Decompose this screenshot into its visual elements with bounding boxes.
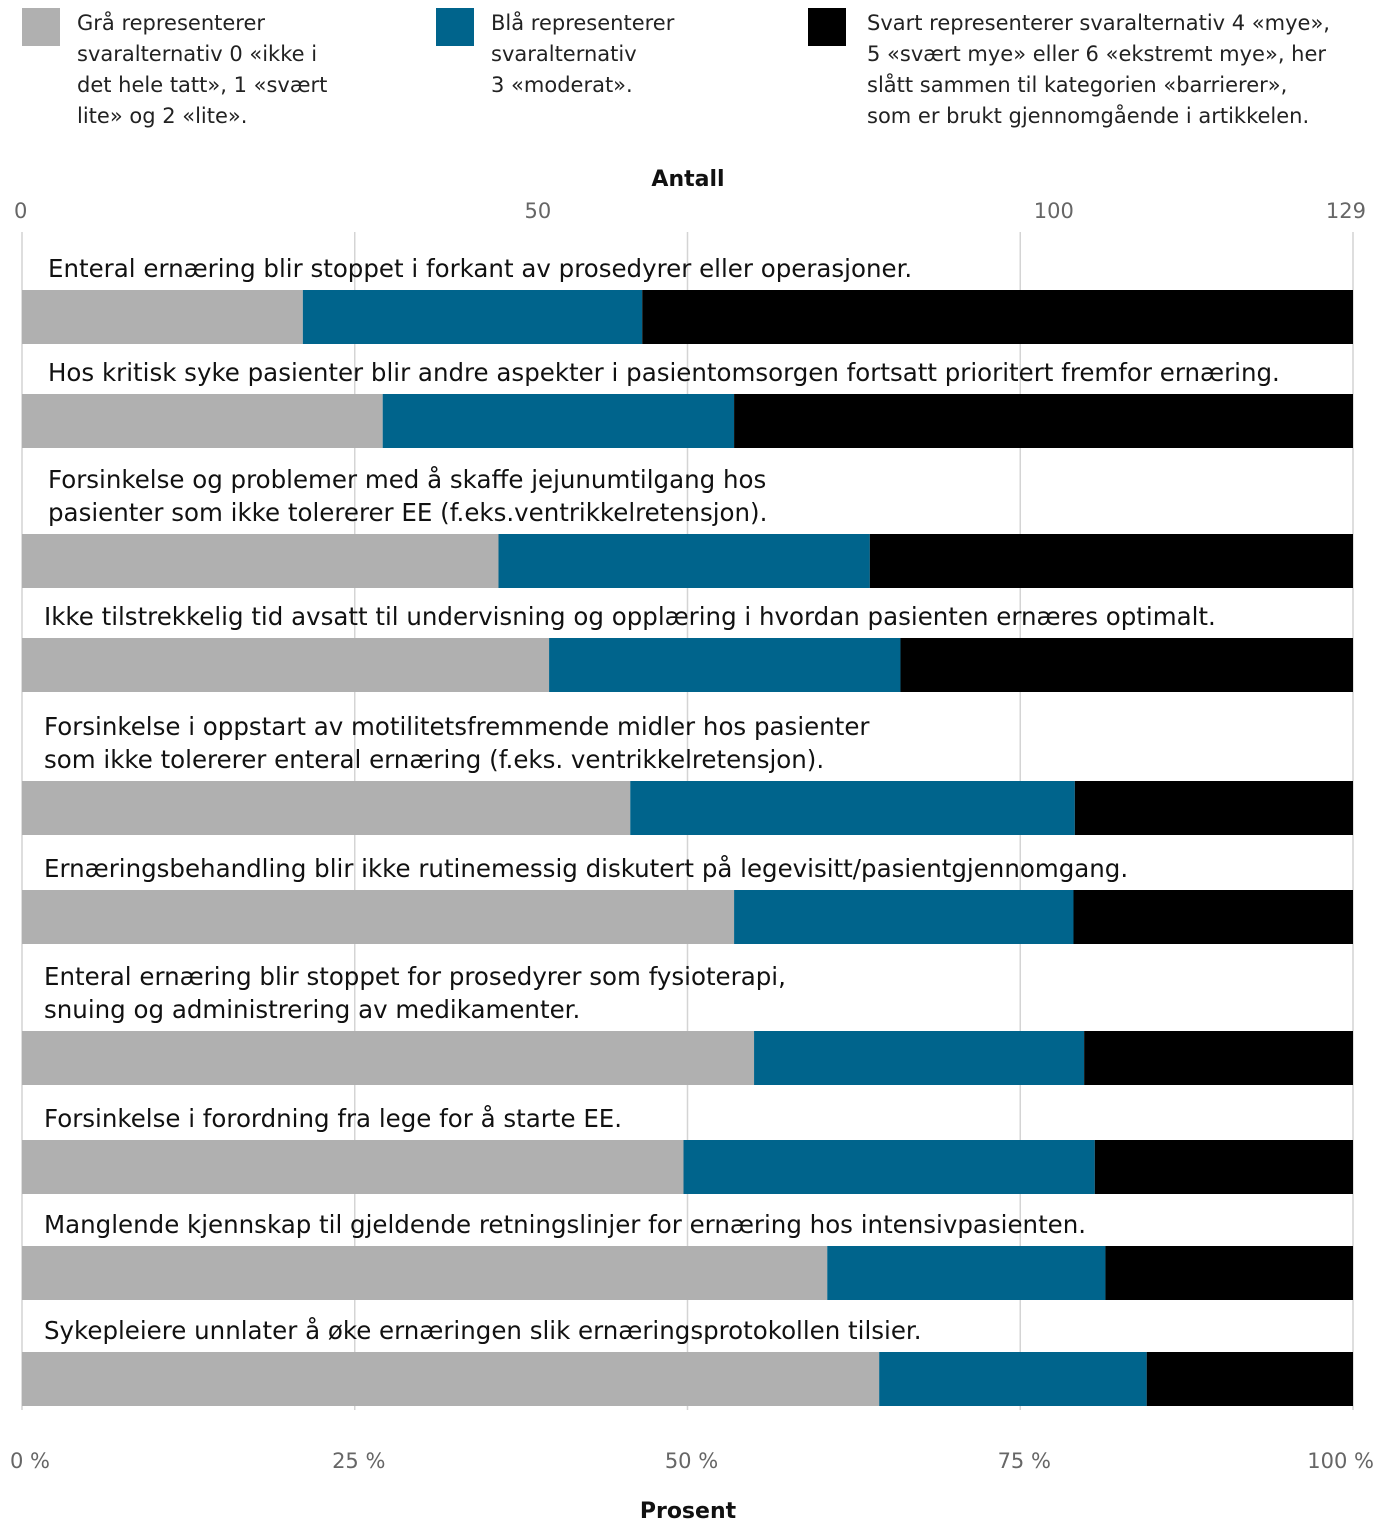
category-label: som ikke tolererer enteral ernæring (f.e… [44,745,824,774]
bottom-axis-tick-label: 100 % [1307,1449,1374,1473]
bar-segment [683,1140,1095,1194]
legend-label: Grå representerer svaralternativ 0 «ikke … [77,8,327,132]
bottom-axis: Prosent 0 % 25 % 50 % 75 % 100 % [10,1449,1374,1522]
category-label: Sykepleiere unnlater å øke ernæringen sl… [44,1316,922,1345]
bottom-axis-tick-label: 25 % [332,1449,385,1473]
bar-segment [869,534,1353,588]
legend-swatch [808,8,846,46]
legend-swatch [22,8,60,46]
bar-segment [22,890,735,944]
bar-segment [22,638,550,692]
top-axis-tick-label: 100 [1034,199,1074,223]
bar-segment [549,638,901,692]
top-axis-tick-label: 0 [14,199,27,223]
bars [22,290,1353,1406]
bar-segment [1084,1031,1353,1085]
category-label: Enteral ernæring blir stoppet for prosed… [44,962,786,991]
legend-label-line: svaralternativ 0 «ikke i [77,42,318,66]
legend-label-line: Blå representerer [491,11,675,35]
category-label: Ikke tilstrekkelig tid avsatt til underv… [44,602,1216,631]
bottom-axis-tick-label: 50 % [665,1449,718,1473]
category-label: pasienter som ikke tolererer EE (f.eks.v… [48,498,767,527]
category-label: Manglende kjennskap til gjeldende retnin… [44,1210,1086,1239]
legend-label-line: Grå representerer [77,11,266,35]
bar-segment [22,1352,880,1406]
bottom-axis-title: Prosent [640,1499,737,1522]
legend-label-line: svaralternativ [491,42,637,66]
bar-segment [642,290,1353,344]
legend-label: Svart representerer svaralternativ 4 «my… [867,8,1330,132]
bar-segment [22,394,383,448]
category-label: Forsinkelse og problemer med å skaffe je… [48,465,766,494]
top-axis-tick-label: 50 [525,199,552,223]
bottom-axis-tick-label: 75 % [998,1449,1051,1473]
category-labels: Enteral ernæring blir stoppet i forkant … [44,254,1280,1345]
category-label: snuing og administrering av medikamenter… [44,995,580,1024]
bar-segment [1094,1140,1353,1194]
legend-label-line: 3 «moderat». [491,73,633,97]
category-label: Enteral ernæring blir stoppet i forkant … [48,254,912,283]
category-label: Forsinkelse i oppstart av motilitetsfrem… [44,712,870,741]
legend-label-line: det hele tatt», 1 «svært [77,73,328,97]
bar-segment [22,290,303,344]
bar-segment [754,1031,1085,1085]
bar-segment [1146,1352,1353,1406]
bar-segment [734,394,1353,448]
top-axis-tick-label: 129 [1326,199,1366,223]
bar-segment [827,1246,1106,1300]
category-label: Hos kritisk syke pasienter blir andre as… [48,358,1280,387]
bar-segment [1074,781,1353,835]
legend-label-line: slått sammen til kategorien «barrierer», [867,73,1288,97]
bar-segment [900,638,1353,692]
bar-segment [22,1031,755,1085]
top-axis: Antall 0 50 100 129 [14,167,1366,223]
bar-segment [498,534,870,588]
bar-segment [382,394,735,448]
bar-segment [734,890,1074,944]
bar-segment [22,534,499,588]
legend-label-line: 5 «svært mye» eller 6 «ekstremt mye», he… [867,42,1327,66]
bar-segment [22,781,631,835]
bar-segment [630,781,1075,835]
legend-label: Blå representerer svaralternativ 3 «modera… [491,8,674,101]
bar-segment [1105,1246,1353,1300]
legend-swatch [436,8,474,46]
legend-label-line: Svart representerer svaralternativ 4 «my… [867,11,1330,35]
top-axis-title: Antall [651,167,724,192]
legend-label-line: lite» og 2 «lite». [77,104,248,128]
bar-segment [302,290,643,344]
bar-segment [879,1352,1147,1406]
category-label: Ernæringsbehandling blir ikke rutinemess… [44,854,1128,883]
bar-segment [22,1246,828,1300]
legend-label-line: som er brukt gjennomgående i artikkelen. [867,104,1310,128]
bar-segment [1073,890,1353,944]
category-label: Forsinkelse i forordning fra lege for å … [44,1104,622,1133]
bottom-axis-tick-label: 0 % [10,1449,50,1473]
bar-segment [22,1140,684,1194]
